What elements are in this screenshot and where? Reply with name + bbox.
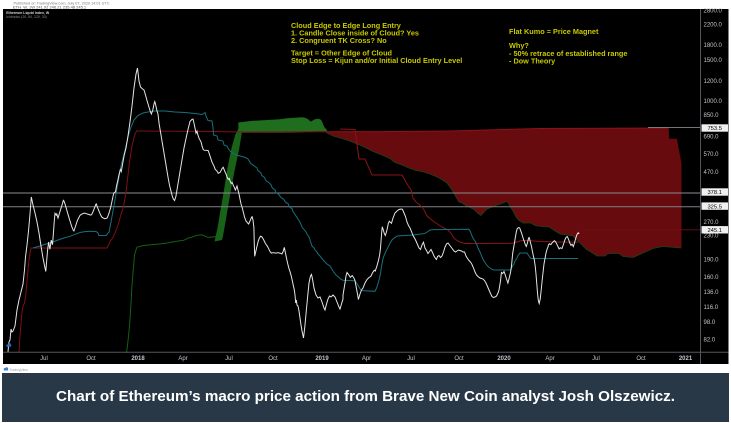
svg-text:Jul: Jul bbox=[40, 356, 48, 362]
svg-text:82.0: 82.0 bbox=[704, 337, 716, 343]
svg-text:- 50% retrace of established r: - 50% retrace of established range bbox=[509, 49, 627, 58]
svg-text:850.0: 850.0 bbox=[704, 113, 720, 119]
svg-text:Oct: Oct bbox=[86, 356, 96, 362]
svg-text:Apr: Apr bbox=[178, 356, 187, 362]
svg-text:Ethereum Liquid Index, W: Ethereum Liquid Index, W bbox=[6, 11, 50, 15]
svg-text:136.0: 136.0 bbox=[704, 290, 720, 296]
svg-text:2800.0: 2800.0 bbox=[704, 9, 723, 15]
svg-text:2. Congruent TK Cross? No: 2. Congruent TK Cross? No bbox=[291, 36, 387, 45]
svg-text:116.0: 116.0 bbox=[704, 305, 719, 311]
svg-text:2019: 2019 bbox=[315, 356, 329, 362]
svg-text:2018: 2018 bbox=[131, 356, 145, 362]
svg-text:2021: 2021 bbox=[679, 356, 693, 362]
svg-text:TradingView: TradingView bbox=[10, 368, 29, 372]
svg-text:2200.0: 2200.0 bbox=[704, 23, 723, 29]
svg-text:230.0: 230.0 bbox=[704, 234, 720, 240]
svg-text:470.0: 470.0 bbox=[704, 170, 720, 176]
svg-text:270.0: 270.0 bbox=[704, 220, 720, 226]
svg-text:Oct: Oct bbox=[268, 356, 278, 362]
svg-text:Target = Other Edge of Cloud: Target = Other Edge of Cloud bbox=[291, 49, 392, 58]
svg-text:Stop Loss = Kijun and/or Initi: Stop Loss = Kijun and/or Initial Cloud E… bbox=[291, 56, 462, 65]
svg-text:Jul: Jul bbox=[407, 356, 415, 362]
svg-text:Ichimoku (20, 60, 120, 30): Ichimoku (20, 60, 120, 30) bbox=[6, 15, 47, 19]
svg-text:1000.0: 1000.0 bbox=[704, 99, 723, 105]
svg-text:753.5: 753.5 bbox=[707, 126, 722, 132]
svg-text:Oct: Oct bbox=[636, 356, 646, 362]
svg-text:Why?: Why? bbox=[509, 41, 529, 50]
svg-text:690.0: 690.0 bbox=[704, 134, 720, 140]
svg-text:1200.0: 1200.0 bbox=[704, 79, 723, 85]
svg-text:1800.0: 1800.0 bbox=[704, 43, 723, 49]
svg-text:1500.0: 1500.0 bbox=[704, 58, 723, 64]
svg-text:98.0: 98.0 bbox=[704, 320, 716, 326]
svg-text:245.1: 245.1 bbox=[707, 228, 722, 234]
svg-text:Published on TradingView.com,: Published on TradingView.com, July 07, 2… bbox=[14, 1, 110, 5]
svg-text:Jul: Jul bbox=[225, 356, 233, 362]
svg-text:570.0: 570.0 bbox=[704, 152, 720, 158]
svg-text:1. Candle Close inside of Clou: 1. Candle Close inside of Cloud? Yes bbox=[291, 29, 419, 38]
svg-text:325.5: 325.5 bbox=[707, 204, 722, 210]
svg-text:Oct: Oct bbox=[454, 356, 464, 362]
svg-text:378.1: 378.1 bbox=[707, 190, 722, 196]
svg-text:160.0: 160.0 bbox=[704, 275, 720, 281]
svg-text:Apr: Apr bbox=[362, 356, 371, 362]
svg-text:- Dow Theory: - Dow Theory bbox=[509, 56, 556, 65]
svg-text:Jul: Jul bbox=[592, 356, 600, 362]
svg-text:Flat Kumo = Price Magnet: Flat Kumo = Price Magnet bbox=[509, 27, 599, 36]
svg-text:2020: 2020 bbox=[497, 356, 511, 362]
svg-text:190.0: 190.0 bbox=[704, 258, 720, 264]
svg-text:Apr: Apr bbox=[545, 356, 554, 362]
svg-text:Cloud Edge to Edge Long Entry: Cloud Edge to Edge Long Entry bbox=[291, 21, 402, 30]
svg-text:ETH_W, 1W 241.92 246.21 235.48: ETH_W, 1W 241.92 246.21 235.48 245.1 bbox=[13, 5, 87, 10]
